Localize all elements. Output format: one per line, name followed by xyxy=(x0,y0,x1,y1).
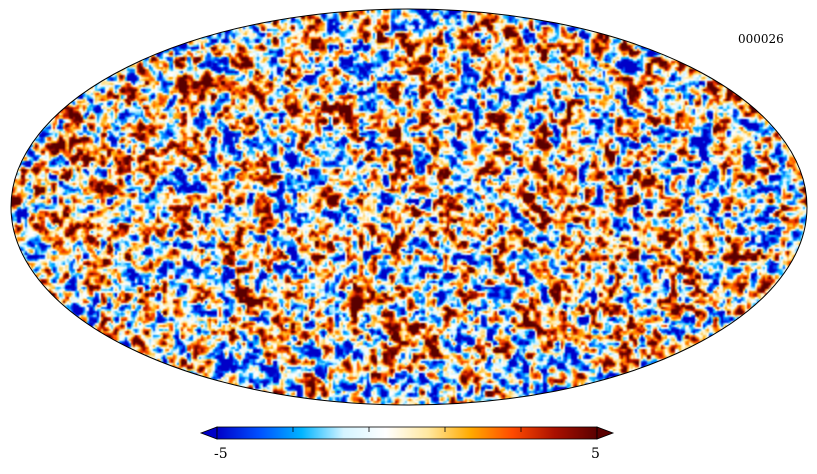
colorbar-ticks xyxy=(216,427,598,432)
colorbar-over-arrow xyxy=(596,426,615,440)
colorbar-min-label: -5 xyxy=(214,446,228,462)
colorbar-under-arrow xyxy=(199,426,218,440)
sky-map-outline xyxy=(10,8,808,406)
map-label: 000026 xyxy=(738,32,784,46)
colorbar-max-label: 5 xyxy=(591,446,600,462)
sky-map-texture xyxy=(11,9,807,405)
colorbar-gradient xyxy=(216,426,598,440)
